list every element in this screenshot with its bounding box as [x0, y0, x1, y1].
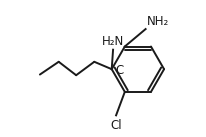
Text: Cl: Cl — [110, 119, 122, 132]
Text: NH₂: NH₂ — [147, 15, 169, 28]
Text: C: C — [115, 64, 123, 77]
Text: H₂N: H₂N — [102, 35, 124, 48]
